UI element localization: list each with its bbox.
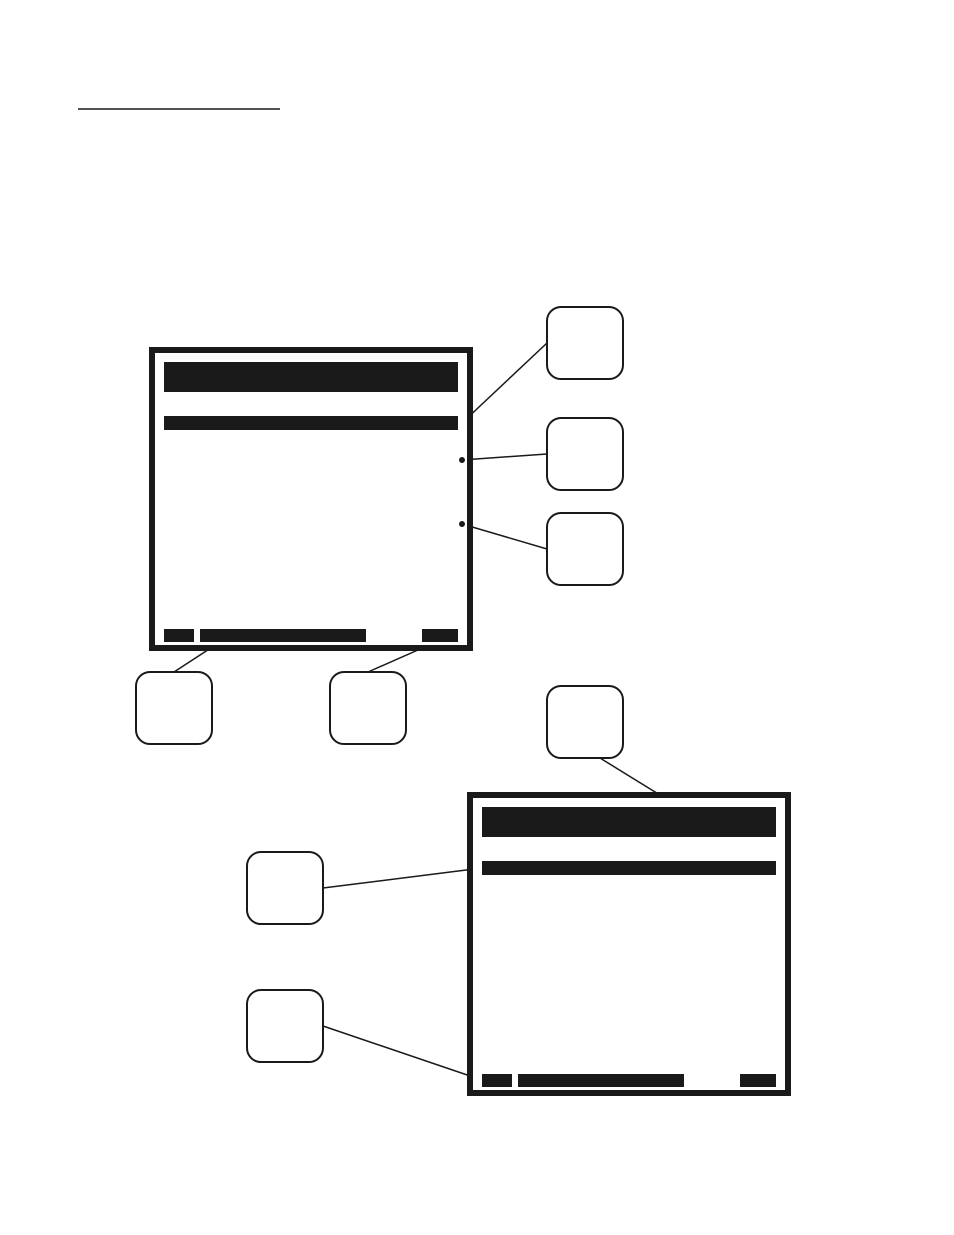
screen-footer-bar <box>740 1074 776 1087</box>
screen-footer-bar <box>200 629 366 642</box>
screen-footer-bar <box>164 629 194 642</box>
callout-box <box>547 513 623 585</box>
callout-box <box>547 418 623 490</box>
screen-interior <box>470 795 788 1093</box>
callout-box <box>136 672 212 744</box>
screen-subtitle-bar <box>482 861 776 875</box>
callout-box <box>330 672 406 744</box>
callout-box <box>247 852 323 924</box>
callout-box <box>247 990 323 1062</box>
screen-title-bar <box>164 362 458 392</box>
diagram-canvas <box>0 0 954 1235</box>
screen-footer-bar <box>518 1074 684 1087</box>
connector-dot <box>459 521 465 527</box>
callout-box <box>547 307 623 379</box>
connector-dot <box>459 457 465 463</box>
screen-title-bar <box>482 807 776 837</box>
callout-box <box>547 686 623 758</box>
screen-interior <box>152 350 470 648</box>
screen-footer-bar <box>482 1074 512 1087</box>
screen-subtitle-bar <box>164 416 458 430</box>
screen-footer-bar <box>422 629 458 642</box>
